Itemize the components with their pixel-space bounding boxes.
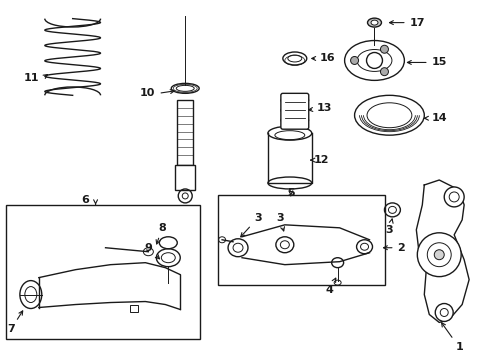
Text: 7: 7 bbox=[7, 311, 22, 334]
Polygon shape bbox=[415, 180, 468, 323]
Text: 10: 10 bbox=[140, 88, 155, 98]
FancyBboxPatch shape bbox=[175, 165, 195, 190]
Circle shape bbox=[350, 57, 358, 64]
Ellipse shape bbox=[367, 18, 381, 27]
Text: 16: 16 bbox=[311, 54, 335, 63]
Circle shape bbox=[433, 250, 443, 260]
Ellipse shape bbox=[370, 20, 377, 25]
Circle shape bbox=[443, 187, 463, 207]
Circle shape bbox=[416, 233, 460, 276]
Text: 14: 14 bbox=[424, 113, 446, 123]
FancyBboxPatch shape bbox=[130, 305, 138, 312]
Circle shape bbox=[434, 303, 452, 321]
Text: 1: 1 bbox=[441, 323, 462, 352]
FancyBboxPatch shape bbox=[218, 195, 385, 285]
Text: 12: 12 bbox=[310, 155, 329, 165]
Text: 13: 13 bbox=[308, 103, 332, 113]
Text: 9: 9 bbox=[144, 243, 159, 259]
Text: 15: 15 bbox=[407, 58, 446, 67]
Text: 3: 3 bbox=[240, 213, 261, 237]
Circle shape bbox=[380, 68, 387, 76]
Text: 3: 3 bbox=[385, 219, 392, 235]
Text: 11: 11 bbox=[23, 73, 39, 84]
Text: 8: 8 bbox=[156, 223, 166, 244]
Text: 6: 6 bbox=[81, 195, 89, 205]
Text: 17: 17 bbox=[388, 18, 424, 28]
FancyBboxPatch shape bbox=[6, 205, 200, 339]
Text: 4: 4 bbox=[325, 278, 335, 294]
FancyBboxPatch shape bbox=[280, 93, 308, 129]
Text: 3: 3 bbox=[276, 213, 284, 231]
Circle shape bbox=[182, 193, 188, 199]
FancyBboxPatch shape bbox=[177, 100, 193, 165]
Text: 5: 5 bbox=[286, 188, 294, 198]
Text: 2: 2 bbox=[383, 243, 405, 253]
Circle shape bbox=[380, 45, 387, 53]
